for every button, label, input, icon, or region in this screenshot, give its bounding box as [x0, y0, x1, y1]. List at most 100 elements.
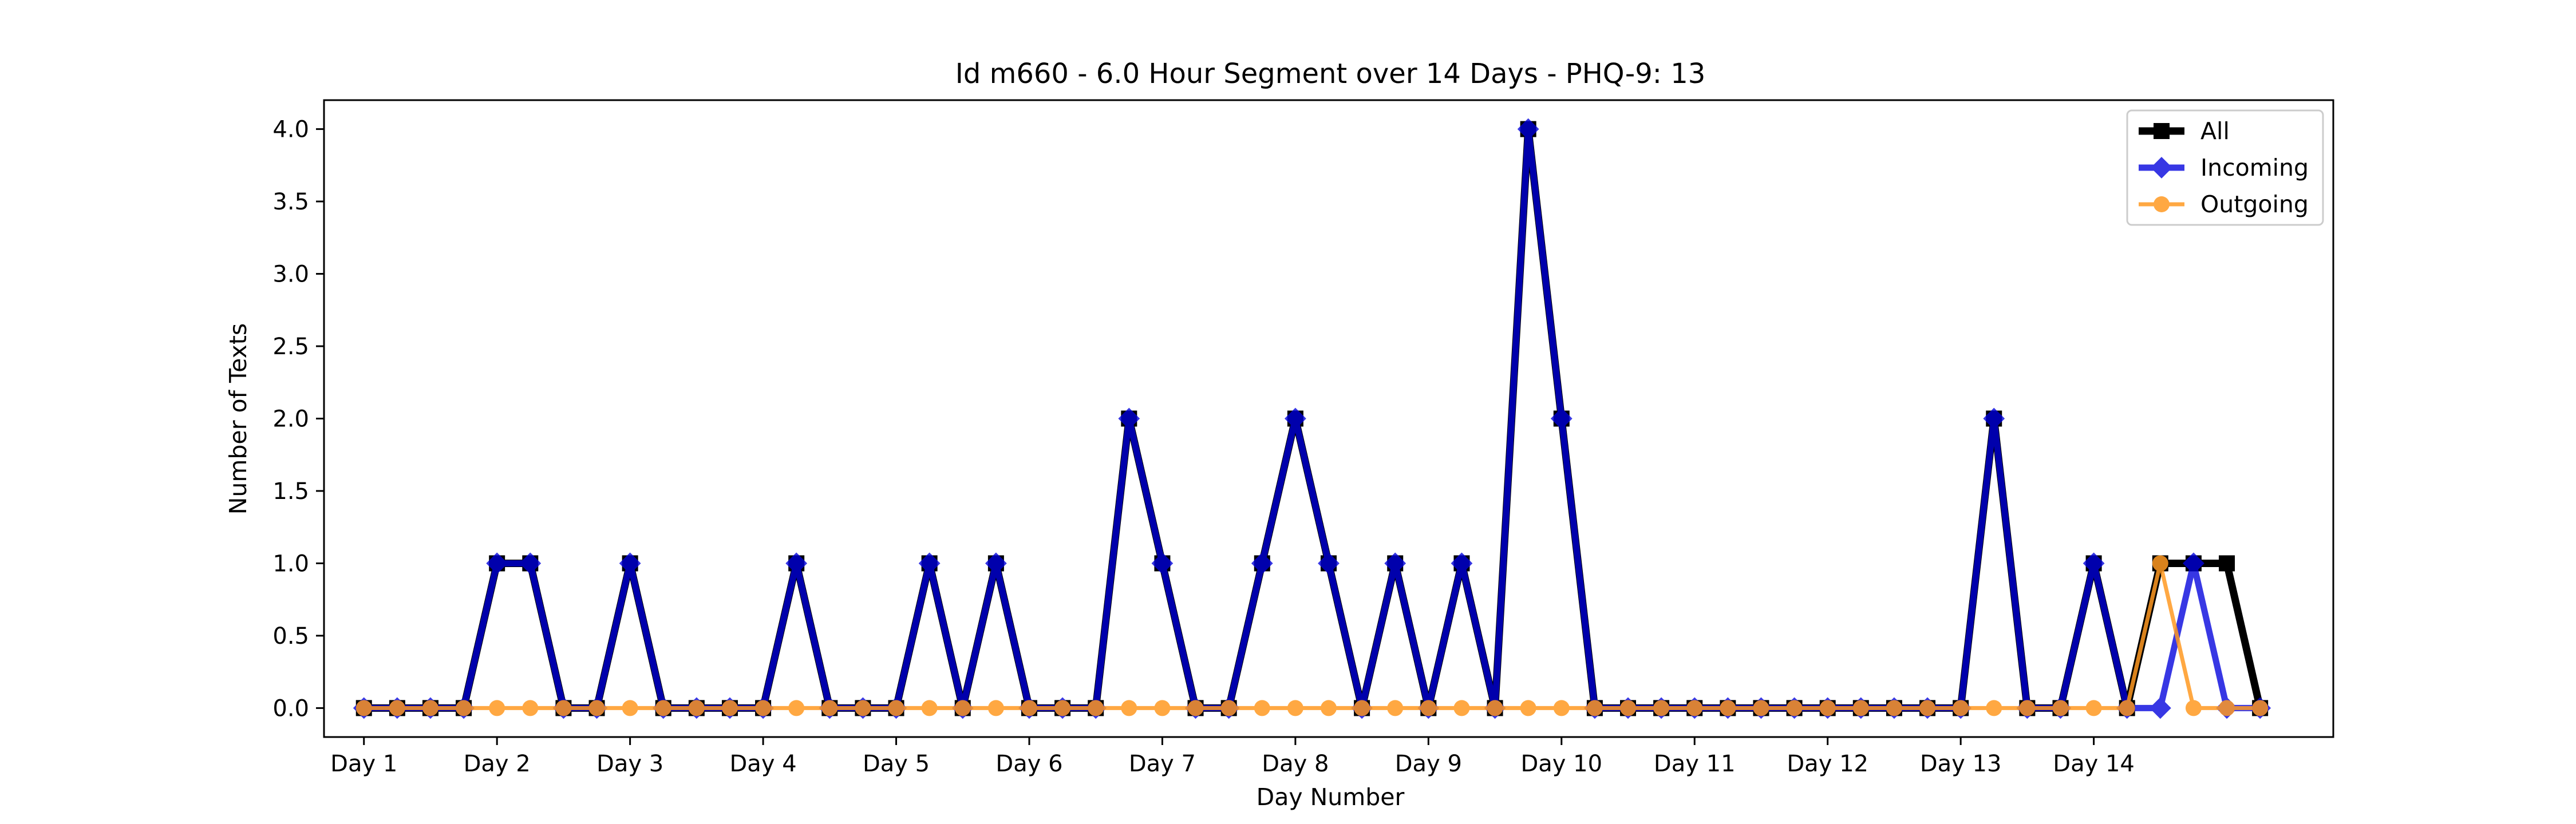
data-point-outgoing: [1021, 700, 1037, 716]
y-tick-label: 2.5: [272, 334, 309, 360]
series-line-outgoing: [364, 561, 2261, 710]
legend-entry-all: [2139, 123, 2184, 139]
data-point-outgoing: [1187, 700, 1204, 716]
legend-label: Incoming: [2200, 154, 2309, 181]
data-point-outgoing: [522, 700, 539, 716]
legend-box: [2126, 109, 2324, 226]
data-point-outgoing: [1852, 700, 1869, 716]
data-point-outgoing: [1819, 700, 1836, 716]
data-point-outgoing: [1919, 700, 1936, 716]
data-point-outgoing: [2119, 700, 2135, 716]
data-point-incoming: [1318, 552, 1340, 575]
data-point-outgoing: [422, 700, 438, 716]
y-tick-label: 1.5: [272, 478, 309, 505]
data-point-outgoing: [855, 700, 871, 716]
data-point-outgoing: [1121, 700, 1137, 716]
data-point-outgoing: [1054, 700, 1071, 716]
data-point-incoming: [1284, 407, 1306, 430]
data-point-incoming: [1251, 552, 1273, 575]
data-point-incoming: [1550, 407, 1573, 430]
series-outgoing: [355, 555, 2269, 716]
x-tick-label: Day 1: [330, 751, 397, 777]
y-tick-label: 0.0: [272, 695, 309, 722]
data-point-outgoing: [1620, 700, 1637, 716]
x-tick-label: Day 4: [730, 751, 797, 777]
data-point-incoming: [486, 552, 508, 575]
data-point-outgoing: [1953, 700, 1969, 716]
legend-marker: [2151, 157, 2172, 179]
data-point-outgoing: [2085, 700, 2102, 716]
data-point-all: [2219, 555, 2235, 572]
legend-marker: [2154, 123, 2170, 139]
data-point-outgoing: [1720, 700, 1736, 716]
data-point-incoming: [619, 552, 641, 575]
data-point-incoming: [1118, 407, 1140, 430]
data-point-incoming: [1451, 552, 1473, 575]
data-point-outgoing: [987, 700, 1004, 716]
x-tick-label: Day 12: [1787, 751, 1868, 777]
data-point-outgoing: [2152, 555, 2168, 572]
plot-area: 0.0 0.5 1.0 1.5 2.0 2.5 3.0 3.5 4.0 Day 1 Day 2 Day…: [272, 99, 2334, 777]
data-point-outgoing: [2252, 700, 2269, 716]
data-point-outgoing: [1653, 700, 1670, 716]
x-tick-label: Day 13: [1920, 751, 2002, 777]
data-point-outgoing: [1986, 700, 2002, 716]
x-tick-label: Day 2: [464, 751, 531, 777]
data-point-outgoing: [954, 700, 971, 716]
y-tick-label: 4.0: [272, 117, 309, 143]
y-tick-label: 3.0: [272, 262, 309, 288]
y-tick-label: 1.0: [272, 550, 309, 577]
data-point-incoming: [985, 552, 1007, 575]
x-tick-label: Day 6: [995, 751, 1062, 777]
data-point-outgoing: [2185, 700, 2202, 716]
legend-marker: [2154, 196, 2170, 212]
x-tick-label: Day 11: [1654, 751, 1736, 777]
data-point-outgoing: [1420, 700, 1437, 716]
data-point-outgoing: [355, 700, 372, 716]
data-point-outgoing: [2052, 700, 2069, 716]
data-point-outgoing: [755, 700, 772, 716]
data-point-outgoing: [688, 700, 705, 716]
data-point-incoming: [519, 552, 542, 575]
x-axis-label: Day Number: [1257, 783, 1405, 811]
data-point-outgoing: [1487, 700, 1503, 716]
data-point-outgoing: [489, 700, 505, 716]
data-point-outgoing: [788, 700, 805, 716]
data-point-outgoing: [1586, 700, 1603, 716]
legend: All Incoming Outgoing: [2126, 109, 2324, 226]
legend-entry-outgoing: [2139, 196, 2184, 212]
data-point-outgoing: [2019, 700, 2036, 716]
data-point-outgoing: [588, 700, 605, 716]
data-point-outgoing: [2219, 700, 2235, 716]
legend-entry-incoming: [2139, 157, 2184, 179]
data-point-outgoing: [1753, 700, 1769, 716]
data-point-outgoing: [456, 700, 472, 716]
data-point-incoming: [2083, 552, 2105, 575]
chart-title: Id m660 - 6.0 Hour Segment over 14 Days …: [955, 58, 1706, 90]
data-point-incoming: [1983, 407, 2005, 430]
x-tick-label: Day 7: [1129, 751, 1196, 777]
y-tick-label: 3.5: [272, 189, 309, 215]
x-tick-label: Day 9: [1395, 751, 1462, 777]
data-point-outgoing: [1321, 700, 1337, 716]
data-point-incoming: [1384, 552, 1406, 575]
x-tick-label: Day 3: [596, 751, 663, 777]
data-point-outgoing: [721, 700, 738, 716]
data-point-outgoing: [1520, 700, 1536, 716]
data-point-outgoing: [1886, 700, 1902, 716]
data-point-outgoing: [622, 700, 638, 716]
data-point-outgoing: [888, 700, 904, 716]
data-point-outgoing: [1786, 700, 1803, 716]
data-point-outgoing: [1553, 700, 1570, 716]
data-point-incoming: [918, 552, 941, 575]
y-tick-label: 0.5: [272, 623, 309, 649]
data-point-incoming: [2183, 552, 2204, 575]
x-tick-label: Day 14: [2053, 751, 2135, 777]
x-tick-label: Day 10: [1520, 751, 1602, 777]
data-point-outgoing: [1154, 700, 1171, 716]
y-axis-label: Number of Texts: [224, 323, 252, 515]
data-point-incoming: [1517, 118, 1539, 140]
data-point-outgoing: [389, 700, 405, 716]
data-point-incoming: [1151, 552, 1174, 575]
